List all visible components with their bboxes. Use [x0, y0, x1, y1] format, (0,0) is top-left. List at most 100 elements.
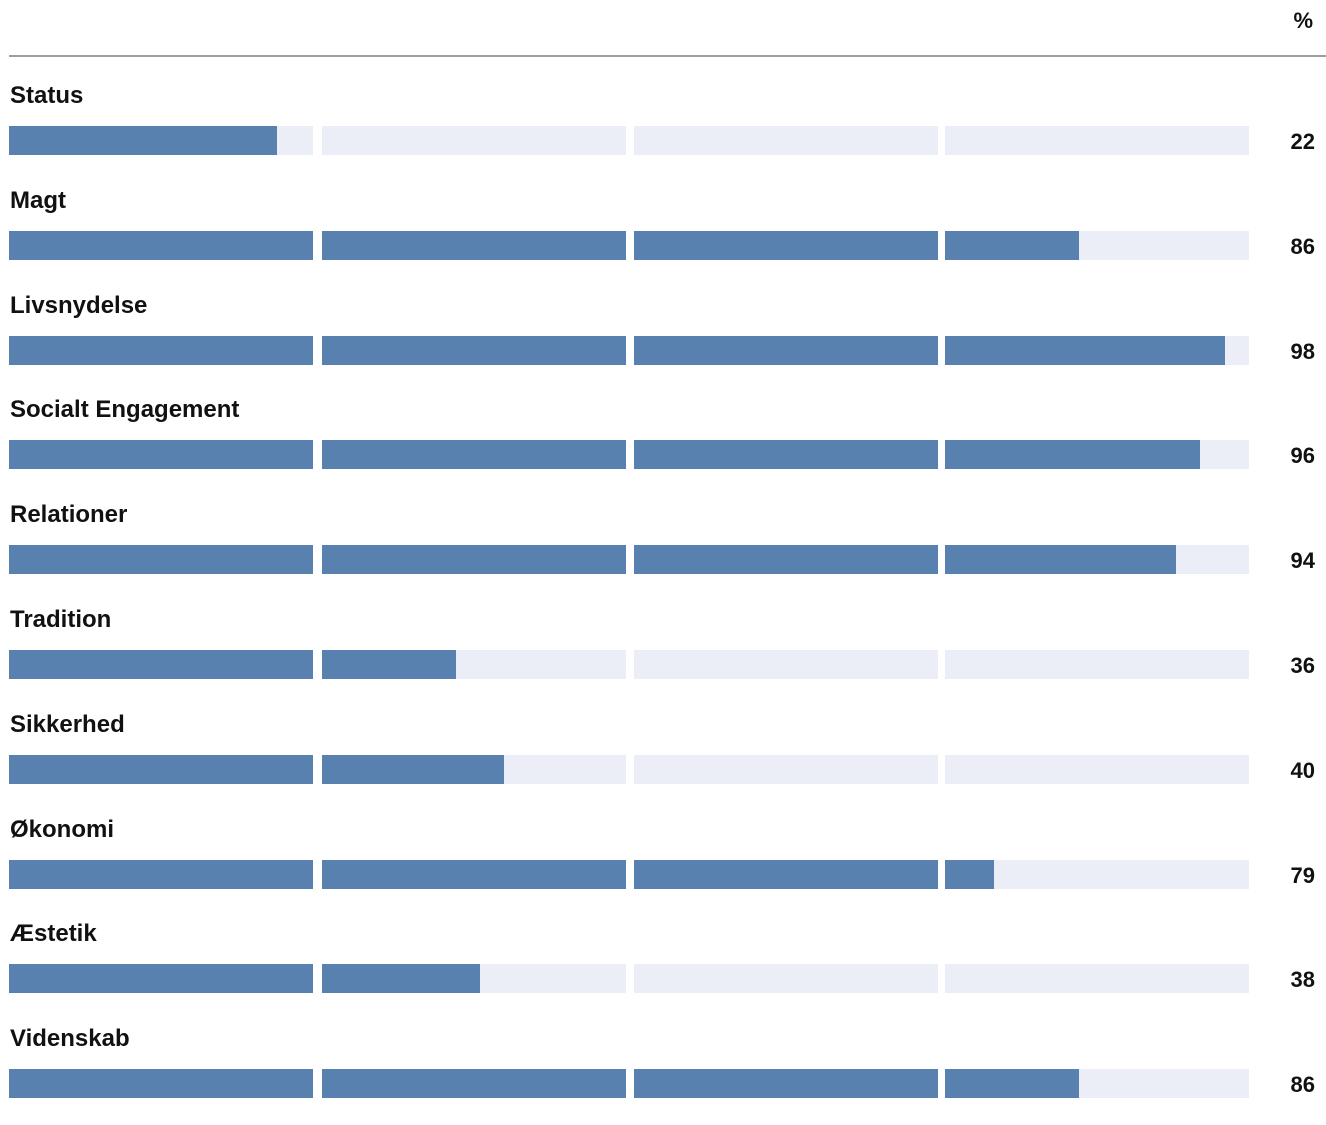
- bar-track-segment: [634, 650, 938, 679]
- bar-fill: [634, 335, 938, 365]
- bar-fill: [945, 859, 994, 889]
- bar-fill: [634, 230, 938, 260]
- bar-track-segment: [322, 126, 626, 155]
- bar-label: Relationer: [10, 501, 128, 529]
- bar-row: Relationer 94: [0, 501, 1326, 601]
- bar-track-segment: [9, 964, 313, 994]
- bar-row: Magt 86: [0, 187, 1326, 287]
- bar-fill: [945, 335, 1225, 365]
- bar-fill: [9, 335, 313, 365]
- bar-track-segment: [634, 126, 938, 155]
- bar-track-segment: [634, 754, 938, 784]
- bar-fill: [9, 440, 313, 470]
- bar-track-segment: [945, 230, 1249, 260]
- bar-fill: [945, 440, 1201, 470]
- bar-row: Status 22: [0, 82, 1326, 182]
- bar-track-segment: [9, 335, 313, 365]
- bar-track-segment: [322, 650, 626, 679]
- bar-track-segment: [945, 335, 1249, 365]
- bar-label: Socialt Engagement: [10, 396, 240, 424]
- bar-fill: [322, 964, 481, 994]
- bar-track-segment: [9, 440, 313, 470]
- bar-fill: [322, 650, 456, 679]
- bar-chart: Status 22 Magt 86 Livsnydelse 98 Socialt Engag…: [0, 82, 1326, 1099]
- bar-track-segment: [322, 440, 626, 470]
- bar-row: Tradition 36: [0, 606, 1326, 706]
- bar-value-label: 86: [1290, 1072, 1315, 1098]
- bar-label: Æstetik: [10, 920, 97, 948]
- bar-fill: [9, 754, 313, 784]
- bar-row: Sikkerhed 40: [0, 711, 1326, 811]
- bar-track-segment: [945, 754, 1249, 784]
- bar-track-segment: [634, 545, 938, 575]
- bar-fill: [322, 440, 626, 470]
- bar-track-segment: [322, 754, 626, 784]
- bar-value-label: 79: [1290, 862, 1315, 888]
- bar-value-label: 36: [1290, 653, 1315, 678]
- bar-track-segment: [945, 1069, 1249, 1099]
- bar-fill: [322, 545, 626, 575]
- bar-fill: [322, 859, 626, 889]
- bar-track-segment: [945, 650, 1249, 679]
- bar-fill: [9, 964, 313, 994]
- bar-fill: [945, 1069, 1079, 1099]
- bar-track-segment: [634, 440, 938, 470]
- bar-row: Livsnydelse 98: [0, 292, 1326, 392]
- bar-track-segment: [322, 335, 626, 365]
- bar-value-label: 38: [1290, 967, 1315, 993]
- bar-track-segment: [9, 126, 313, 155]
- bar-track-segment: [634, 1069, 938, 1099]
- bar-track-segment: [9, 754, 313, 784]
- bar-row: Æstetik 38: [0, 920, 1326, 1020]
- bar-track-segment: [945, 859, 1249, 889]
- bar-track-segment: [322, 545, 626, 575]
- bar-value-label: 40: [1290, 757, 1315, 783]
- bar-fill: [322, 230, 626, 260]
- bar-track-segment: [634, 230, 938, 260]
- bar-label: Livsnydelse: [10, 291, 148, 319]
- bar-label: Økonomi: [10, 815, 115, 843]
- bar-fill: [9, 230, 313, 260]
- bar-track-segment: [9, 859, 313, 889]
- bar-label: Sikkerhed: [10, 710, 125, 738]
- bar-fill: [945, 230, 1079, 260]
- bar-label: Videnskab: [10, 1025, 130, 1053]
- bar-track-segment: [945, 964, 1249, 994]
- bar-fill: [322, 754, 505, 784]
- bar-track-segment: [9, 230, 313, 260]
- bar-label: Status: [10, 82, 84, 109]
- bar-value-label: 94: [1290, 548, 1315, 574]
- bar-track-segment: [322, 230, 626, 260]
- bar-track-segment: [9, 545, 313, 575]
- unit-label: %: [1293, 8, 1313, 33]
- bar-fill: [9, 650, 313, 679]
- bar-value-label: 98: [1290, 338, 1315, 364]
- bar-fill: [322, 335, 626, 365]
- bar-label: Tradition: [10, 606, 112, 633]
- bar-fill: [9, 1069, 313, 1099]
- bar-track-segment: [945, 440, 1249, 470]
- bar-fill: [634, 1069, 938, 1099]
- bar-fill: [9, 126, 277, 155]
- bar-fill: [634, 440, 938, 470]
- bar-row: Økonomi 79: [0, 816, 1326, 916]
- bar-track-segment: [945, 126, 1249, 155]
- bar-fill: [945, 545, 1177, 575]
- bar-value-label: 96: [1290, 443, 1315, 469]
- bar-track-segment: [322, 859, 626, 889]
- bar-track-segment: [634, 335, 938, 365]
- bar-value-label: 22: [1290, 129, 1315, 154]
- bar-row: Videnskab 86: [0, 1025, 1326, 1125]
- bar-track-segment: [322, 1069, 626, 1099]
- bar-track-segment: [322, 964, 626, 994]
- bar-fill: [9, 859, 313, 889]
- bar-value-label: 86: [1290, 233, 1315, 259]
- bar-track-segment: [634, 964, 938, 994]
- bar-fill: [322, 1069, 626, 1099]
- bar-fill: [634, 545, 938, 575]
- bar-track-segment: [9, 650, 313, 679]
- bar-track-segment: [9, 1069, 313, 1099]
- header-rule: [9, 55, 1326, 57]
- bar-fill: [9, 545, 313, 575]
- bar-track-segment: [945, 545, 1249, 575]
